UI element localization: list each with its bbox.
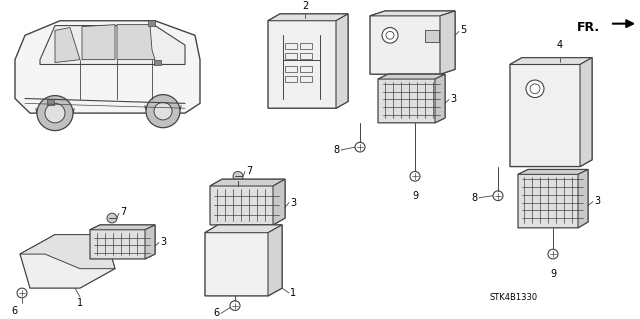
Bar [285, 66, 297, 72]
Polygon shape [440, 11, 455, 74]
Polygon shape [580, 58, 592, 167]
Bar [300, 66, 312, 72]
Polygon shape [370, 11, 455, 74]
Bar [285, 43, 297, 49]
Polygon shape [15, 21, 200, 113]
Bar [148, 20, 155, 26]
Bar [285, 76, 297, 82]
Polygon shape [90, 225, 155, 259]
Text: 1: 1 [77, 298, 83, 308]
Polygon shape [370, 11, 455, 16]
Polygon shape [117, 25, 155, 60]
Polygon shape [145, 225, 155, 259]
Polygon shape [336, 14, 348, 108]
Text: 3: 3 [290, 197, 296, 208]
Polygon shape [55, 27, 80, 63]
Polygon shape [205, 225, 282, 296]
Text: 3: 3 [160, 237, 166, 248]
Bar [300, 43, 312, 49]
Polygon shape [210, 179, 285, 186]
Bar [300, 76, 312, 82]
Text: 9: 9 [550, 269, 556, 279]
Polygon shape [205, 225, 282, 233]
Text: 1: 1 [290, 288, 296, 298]
Polygon shape [210, 179, 285, 225]
Bar [285, 53, 297, 59]
Polygon shape [578, 169, 588, 228]
Text: 3: 3 [450, 93, 456, 104]
Text: 9: 9 [412, 191, 418, 201]
Polygon shape [82, 25, 115, 60]
Circle shape [382, 27, 398, 43]
Circle shape [154, 102, 172, 120]
Polygon shape [20, 235, 115, 288]
Text: 8: 8 [334, 145, 340, 155]
Circle shape [233, 171, 243, 181]
Text: 4: 4 [557, 40, 563, 50]
Polygon shape [518, 169, 588, 228]
Polygon shape [268, 14, 348, 108]
Polygon shape [518, 169, 588, 174]
Text: 6: 6 [214, 308, 220, 318]
Circle shape [107, 213, 117, 223]
Text: 8: 8 [472, 193, 478, 203]
Polygon shape [268, 14, 348, 21]
Polygon shape [510, 58, 592, 167]
Text: 6: 6 [11, 306, 17, 315]
Polygon shape [510, 58, 592, 64]
Circle shape [526, 80, 544, 98]
Text: STK4B1330: STK4B1330 [490, 293, 538, 302]
Text: FR.: FR. [577, 21, 600, 34]
Text: 2: 2 [302, 1, 308, 11]
Polygon shape [268, 225, 282, 296]
Polygon shape [20, 235, 115, 269]
Text: 7: 7 [120, 207, 126, 217]
Text: 3: 3 [594, 196, 600, 206]
Bar [300, 53, 312, 59]
Text: 7: 7 [246, 167, 252, 176]
Polygon shape [378, 74, 445, 79]
Polygon shape [435, 74, 445, 123]
Circle shape [37, 96, 73, 130]
Polygon shape [378, 74, 445, 123]
Circle shape [45, 103, 65, 123]
Polygon shape [40, 26, 185, 64]
Polygon shape [90, 225, 155, 230]
Polygon shape [273, 179, 285, 225]
Bar [154, 60, 161, 65]
Text: 5: 5 [460, 26, 467, 35]
Circle shape [146, 95, 180, 128]
Bar [425, 30, 439, 42]
Bar [47, 100, 54, 105]
